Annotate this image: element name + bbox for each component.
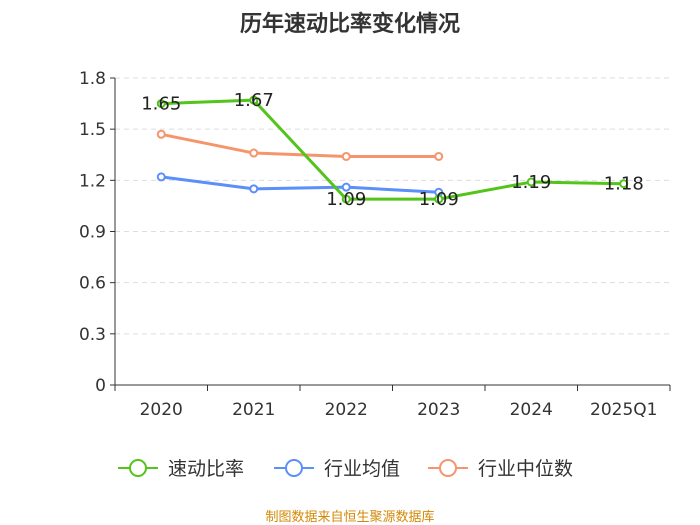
legend-marker	[129, 459, 147, 477]
data-label: 1.18	[604, 174, 644, 195]
data-label: 1.19	[511, 172, 551, 193]
data-point	[341, 182, 351, 192]
axes: 0 0.3 0.6 0.9 1.2 1.5 1.8 2020 2021 2022 2023 2024 2…	[79, 69, 671, 420]
data-point	[434, 151, 444, 161]
legend: 速动比率 行业均值 行业中位数	[118, 458, 573, 480]
data-point	[619, 179, 629, 189]
y-tick-label: 0	[95, 376, 106, 396]
data-point	[341, 194, 351, 204]
data-point	[156, 129, 166, 139]
data-label: 1.09	[326, 189, 366, 210]
x-tick-label: 2025Q1	[590, 400, 657, 420]
grid-lines	[115, 77, 670, 335]
data-point	[249, 148, 259, 158]
data-labels: 1.65 1.67 1.09 1.09 1.19 1.18	[141, 90, 644, 210]
data-label: 1.09	[419, 189, 459, 210]
x-tick-label: 2023	[417, 400, 460, 420]
legend-marker	[285, 459, 303, 477]
data-label: 1.65	[141, 94, 181, 115]
x-tick-label: 2024	[510, 400, 553, 420]
series-lines	[156, 95, 629, 204]
legend-label: 行业中位数	[478, 458, 573, 480]
series-line	[160, 132, 439, 158]
data-label: 1.67	[234, 90, 274, 111]
y-tick-label: 0.6	[79, 274, 106, 294]
legend-label: 速动比率	[168, 458, 244, 480]
y-tick-label: 1.8	[79, 69, 106, 89]
y-tick-label: 1.2	[79, 171, 106, 191]
y-tick-label: 1.5	[79, 120, 106, 140]
data-point	[341, 151, 351, 161]
series-line	[161, 175, 439, 194]
x-tick-label: 2022	[325, 400, 368, 420]
x-tick-label: 2021	[232, 400, 275, 420]
source-note: 制图数据来自恒生聚源数据库	[265, 510, 435, 525]
data-point	[249, 95, 259, 105]
chart-title: 历年速动比率变化情况	[239, 12, 460, 37]
data-point	[156, 99, 166, 109]
data-point	[434, 194, 444, 204]
series-line	[161, 98, 624, 201]
legend-label: 行业均值	[324, 458, 400, 480]
data-point	[156, 172, 166, 182]
legend-marker	[439, 459, 457, 477]
x-tick-label: 2020	[140, 400, 183, 420]
data-point	[526, 177, 536, 187]
data-point	[249, 184, 259, 194]
y-tick-label: 0.9	[79, 223, 106, 243]
y-tick-label: 0.3	[79, 325, 106, 345]
